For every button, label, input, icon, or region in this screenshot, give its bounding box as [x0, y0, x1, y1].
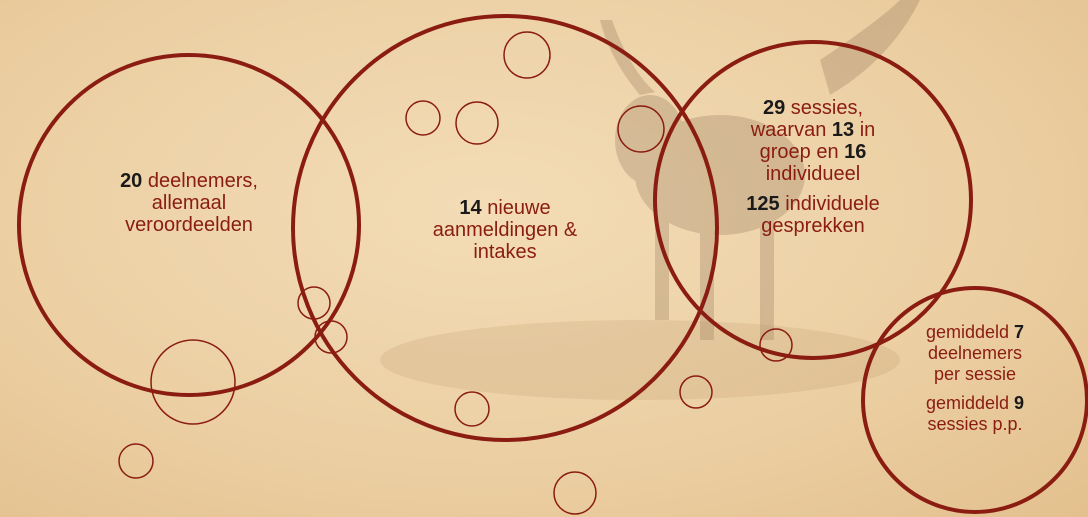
text-sessies: 29 sessies, waarvan 13 in groep en 16 in…	[708, 97, 918, 237]
label: nieuwe	[481, 197, 551, 219]
bubble	[617, 105, 665, 153]
label: gesprekken	[761, 215, 865, 237]
bubble	[150, 339, 236, 425]
bubble	[297, 286, 331, 320]
label: deelnemers,	[142, 170, 258, 192]
label: veroordeelden	[125, 214, 253, 236]
bubble	[503, 31, 551, 79]
circle-aanmeldingen	[291, 14, 719, 442]
label: groep en	[759, 141, 845, 163]
label: individueel	[765, 163, 861, 185]
text-gemiddeld: gemiddeld 7 deelnemers per sessie gemidd…	[890, 322, 1060, 435]
label: individuele	[779, 193, 880, 215]
label: aanmeldingen &	[432, 219, 578, 241]
label: sessies p.p.	[927, 414, 1023, 434]
number-individueel: 16	[844, 141, 867, 163]
bubble	[553, 471, 597, 515]
label: per sessie	[933, 364, 1017, 384]
bubble	[759, 328, 793, 362]
bubble	[314, 320, 348, 354]
circle-gemiddeld	[861, 286, 1088, 514]
text-aanmeldingen: 14 nieuwe aanmeldingen & intakes	[380, 197, 630, 263]
number-deelnemers-per-sessie: 7	[1014, 322, 1025, 342]
label: allemaal	[151, 192, 227, 214]
bubble	[455, 101, 499, 145]
bull-silhouette	[600, 0, 920, 340]
label: sessies,	[785, 97, 864, 119]
label: gemiddeld	[925, 322, 1015, 342]
label: intakes	[473, 241, 537, 263]
number-deelnemers: 20	[120, 170, 143, 192]
label: waarvan	[750, 119, 832, 141]
label: deelnemers	[927, 343, 1023, 363]
number-aanmeldingen: 14	[459, 197, 482, 219]
number-gesprekken: 125	[746, 193, 780, 215]
bull-shadow	[380, 320, 900, 400]
bubble	[454, 391, 490, 427]
label: gemiddeld	[925, 393, 1015, 413]
bubble	[405, 100, 441, 136]
circle-sessies	[653, 40, 973, 360]
text-deelnemers: 20 deelnemers, allemaal veroordeelden	[84, 170, 294, 236]
circle-deelnemers	[17, 53, 361, 397]
number-sessies-pp: 9	[1014, 393, 1025, 413]
bubble	[118, 443, 154, 479]
number-groep: 13	[831, 119, 855, 141]
bubble	[679, 375, 713, 409]
number-sessies: 29	[762, 97, 786, 119]
label: in	[854, 119, 876, 141]
